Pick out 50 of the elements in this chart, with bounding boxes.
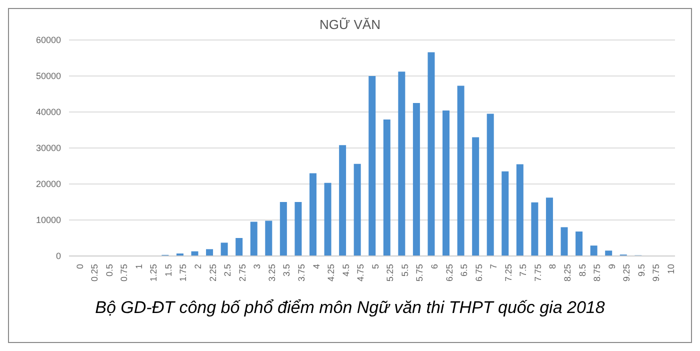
x-tick-label: 9 xyxy=(606,264,617,270)
x-tick-label: 2.25 xyxy=(208,264,218,282)
x-tick-label: 2.5 xyxy=(222,264,233,277)
x-tick-label: 1 xyxy=(134,264,144,270)
x-tick-label: 1.75 xyxy=(178,264,188,282)
x-tick-label: 4.75 xyxy=(356,264,366,282)
y-tick-label: 20000 xyxy=(36,179,61,190)
x-tick-label: 5.25 xyxy=(385,264,396,282)
x-tick-label: 0.5 xyxy=(104,264,114,277)
x-tick-label: 0.25 xyxy=(90,264,100,282)
x-tick-label: 0.75 xyxy=(119,264,130,282)
x-tick-label: 3.25 xyxy=(266,264,277,282)
y-tick-label: 0 xyxy=(56,251,61,262)
x-tick-label: 9.5 xyxy=(636,264,646,277)
x-tick-label: 7.25 xyxy=(503,264,514,282)
x-tick-label: 4.5 xyxy=(340,264,351,277)
x-tick-label: 3 xyxy=(252,264,262,270)
x-tick-label: 4 xyxy=(311,264,322,270)
x-tick-label: 6.5 xyxy=(459,264,470,277)
x-tick-label: 5 xyxy=(370,264,380,270)
x-tick-label: 10 xyxy=(666,264,676,274)
x-tick-label: 9.25 xyxy=(622,264,632,282)
x-tick-label: 6.75 xyxy=(474,264,484,282)
x-tick-label: 6.25 xyxy=(444,264,454,282)
x-tick-label: 2.75 xyxy=(237,264,248,282)
y-tick-label: 50000 xyxy=(36,71,61,82)
chart-title: NGỮ VĂN xyxy=(318,17,382,32)
x-tick-label: 4.25 xyxy=(326,264,336,282)
y-tick-label: 30000 xyxy=(36,143,61,154)
x-tick-label: 5.5 xyxy=(400,264,410,277)
y-tick-label: 40000 xyxy=(36,107,61,118)
x-tick-label: 3.75 xyxy=(296,264,306,282)
x-tick-label: 8.75 xyxy=(592,264,602,282)
x-tick-label: 6 xyxy=(430,264,440,270)
x-tick-label: 7.5 xyxy=(518,264,528,277)
x-tick-label: 2 xyxy=(193,264,204,270)
x-tick-label: 9.75 xyxy=(651,264,662,282)
y-tick-label: 10000 xyxy=(36,215,61,226)
x-tick-label: 0 xyxy=(74,264,85,270)
text: Bộ GD-ĐT công bố phổ điểm môn Ngữ văn thi THPT quốc gia 2018 xyxy=(94,298,606,318)
x-tick-label: 3.5 xyxy=(282,264,292,277)
x-tick-label: 1.5 xyxy=(163,264,174,277)
x-tick-label: 7.75 xyxy=(532,264,543,282)
y-tick-label: 60000 xyxy=(36,35,61,46)
x-tick-label: 8.5 xyxy=(577,264,588,277)
x-tick-label: 5.75 xyxy=(414,264,425,282)
x-tick-label: 7 xyxy=(488,264,499,270)
x-tick-label: 8.25 xyxy=(562,264,573,282)
x-tick-label: 8 xyxy=(548,264,558,270)
x-tick-label: 1.25 xyxy=(148,264,159,282)
